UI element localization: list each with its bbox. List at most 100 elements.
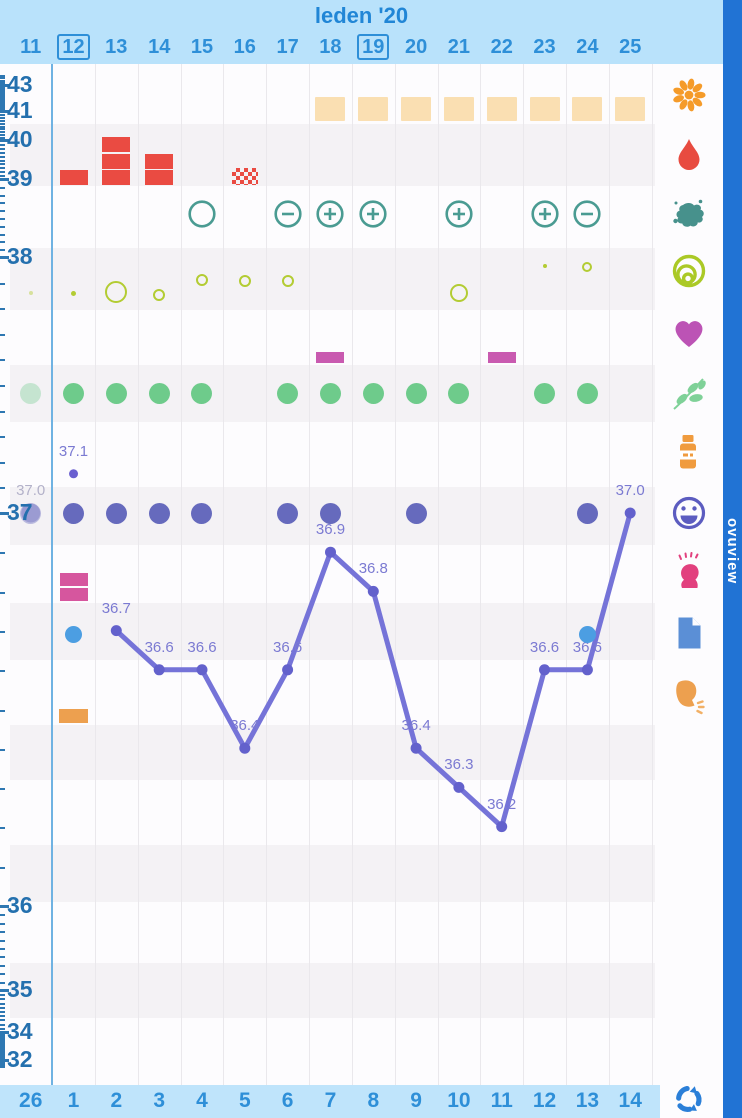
shouting-head-icon[interactable] xyxy=(669,552,709,592)
axis-major-tick xyxy=(0,178,9,181)
cycle-day-cell[interactable]: 2 xyxy=(110,1089,123,1112)
sync-icon[interactable] xyxy=(671,1082,705,1116)
axis-minor-tick xyxy=(0,914,5,917)
intercourse-mark xyxy=(315,199,345,229)
pill-bottle-icon[interactable] xyxy=(669,432,709,472)
cycle-day-cell[interactable]: 11 xyxy=(490,1089,513,1112)
cycle-day-cell[interactable]: 12 xyxy=(532,1089,557,1112)
heart-icon[interactable] xyxy=(669,313,709,353)
date-cell[interactable]: 11 xyxy=(20,36,42,58)
smiley-icon[interactable] xyxy=(669,493,709,533)
temperature-value-label: 36.6 xyxy=(529,638,560,656)
axis-minor-tick xyxy=(0,233,5,236)
axis-minor-tick xyxy=(0,552,5,555)
menses-mark xyxy=(102,137,131,152)
column-gridline xyxy=(480,64,482,1085)
cervical-fluid-mark xyxy=(195,274,208,286)
date-cell[interactable]: 17 xyxy=(276,36,299,58)
axis-major-tick xyxy=(0,110,9,113)
leaf-row-mark xyxy=(448,382,470,404)
axis-minor-tick xyxy=(0,79,5,82)
axis-minor-tick xyxy=(0,1023,5,1026)
axis-minor-tick xyxy=(0,1043,5,1046)
axis-minor-tick xyxy=(0,249,5,252)
leaf-sprig-icon[interactable] xyxy=(669,373,709,413)
axis-major-tick xyxy=(0,512,9,515)
axis-minor-tick xyxy=(0,125,5,128)
axis-minor-tick xyxy=(0,1066,5,1068)
date-cell[interactable]: 13 xyxy=(105,36,128,58)
splat-icon[interactable] xyxy=(669,194,709,234)
temperature-value-label: 36.8 xyxy=(358,560,388,578)
axis-minor-tick xyxy=(0,973,5,976)
temperature-value-label: 37.0 xyxy=(615,482,645,499)
axis-minor-tick xyxy=(0,1053,5,1055)
cycle-day-cell[interactable]: 3 xyxy=(153,1089,166,1112)
date-cell[interactable]: 15 xyxy=(190,36,214,58)
date-cell[interactable]: 25 xyxy=(619,36,642,58)
axis-minor-tick xyxy=(0,1019,5,1022)
axis-minor-tick xyxy=(0,333,5,336)
spotting-mark xyxy=(231,168,258,185)
axis-minor-tick xyxy=(0,175,5,178)
cervical-fluid-mark xyxy=(238,275,251,287)
cycle-day-cell[interactable]: 26 xyxy=(19,1089,43,1112)
date-cell[interactable]: 23 xyxy=(533,36,556,58)
mood-row-mark xyxy=(105,502,127,524)
axis-major-tick xyxy=(0,1031,9,1034)
date-cell[interactable]: 21 xyxy=(447,36,471,58)
date-cell[interactable]: 16 xyxy=(233,36,256,58)
shout-row-mark xyxy=(59,588,88,601)
temperature-value-label: 36.4 xyxy=(230,717,260,735)
axis-minor-tick xyxy=(0,1039,5,1041)
cycle-day-cell[interactable]: 10 xyxy=(447,1089,471,1112)
cycle-day-cell[interactable]: 7 xyxy=(324,1089,337,1112)
cycle-day-cell[interactable]: 1 xyxy=(67,1089,80,1112)
axis-minor-tick xyxy=(0,487,5,490)
special-day-mark xyxy=(358,97,389,121)
axis-major-tick xyxy=(0,1059,9,1062)
horn-icon[interactable] xyxy=(669,676,709,716)
cycle-day-cell[interactable]: 9 xyxy=(410,1089,422,1112)
date-cell[interactable]: 12 xyxy=(52,34,95,62)
document-icon[interactable] xyxy=(669,613,709,653)
cycle-day-cell[interactable]: 6 xyxy=(281,1089,294,1112)
chart-header: leden '20 11 12 13 14 15 16 17 18 19 20 21 22 23 24 25 xyxy=(0,0,723,64)
leaf-row-mark xyxy=(362,382,384,404)
axis-minor-tick xyxy=(0,218,5,220)
date-cell[interactable]: 14 xyxy=(148,36,171,58)
leaf-row-mark xyxy=(576,382,598,404)
cycle-day-cell[interactable]: 8 xyxy=(367,1089,380,1112)
cycle-day-cell[interactable]: 5 xyxy=(238,1089,251,1112)
cycle-day-cell[interactable]: 14 xyxy=(618,1089,642,1112)
cycle-day-cell[interactable]: 13 xyxy=(575,1089,600,1112)
date-cell[interactable]: 19 xyxy=(352,34,395,62)
heart-row-mark xyxy=(487,352,516,363)
intercourse-mark xyxy=(358,199,388,229)
axis-minor-tick xyxy=(0,410,5,413)
menses-mark xyxy=(145,170,174,185)
leaf-row-mark xyxy=(148,382,170,404)
column-gridline xyxy=(566,64,567,1085)
axis-minor-tick xyxy=(0,994,5,997)
axis-label: 35 xyxy=(7,976,33,1002)
date-cell[interactable]: 22 xyxy=(490,36,513,58)
date-cell[interactable]: 24 xyxy=(576,36,599,58)
nested-circles-icon[interactable] xyxy=(669,252,709,292)
axis-minor-tick xyxy=(0,82,5,85)
axis-minor-tick xyxy=(0,143,5,146)
date-cell[interactable]: 20 xyxy=(404,36,428,58)
temperature-value-label: 36.6 xyxy=(144,638,174,656)
axis-minor-tick xyxy=(0,74,5,77)
axis-minor-tick xyxy=(0,155,5,158)
intercourse-mark xyxy=(273,199,303,229)
date-cell[interactable]: 18 xyxy=(319,36,342,58)
highlighted-date[interactable]: 12 xyxy=(57,34,90,60)
droplet-icon[interactable] xyxy=(669,135,709,175)
axis-minor-tick xyxy=(0,134,5,137)
axis-minor-tick xyxy=(0,922,5,925)
highlighted-date[interactable]: 19 xyxy=(357,34,390,60)
flower-icon[interactable] xyxy=(669,75,709,115)
cycle-day-cell[interactable]: 4 xyxy=(196,1089,208,1112)
axis-minor-tick xyxy=(0,282,5,285)
